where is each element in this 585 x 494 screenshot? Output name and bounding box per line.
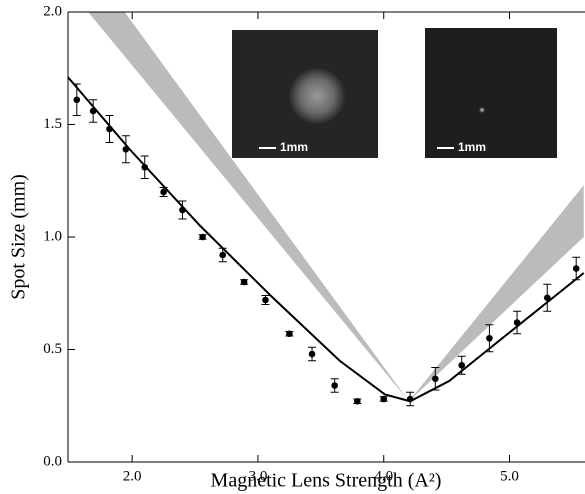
x-tick-label: 4.0 (374, 468, 393, 484)
data-point (380, 395, 388, 403)
data-point (286, 330, 293, 338)
inset-right: 1mm (425, 28, 557, 158)
data-point (219, 251, 227, 259)
scale-label: 1mm (458, 140, 486, 154)
data-point (160, 188, 167, 196)
data-point (572, 265, 580, 272)
y-tick-label: 1.0 (43, 228, 62, 244)
inset-left: 1mm (232, 30, 378, 158)
theory-band (88, 12, 584, 402)
data-point (240, 278, 248, 286)
plot-layer (68, 76, 585, 407)
data-point (199, 233, 206, 241)
beam-spot (479, 107, 485, 113)
x-tick-label: 5.0 (500, 468, 519, 484)
data-point (73, 96, 81, 104)
y-tick-label: 0.5 (43, 341, 62, 357)
x-tick-label: 3.0 (249, 468, 268, 484)
data-point (308, 350, 316, 358)
data-point (331, 382, 338, 389)
band-layer (88, 12, 584, 402)
y-axis-label: Spot Size (mm) (8, 174, 30, 300)
data-point (262, 296, 269, 304)
axes: 2.0 3.0 4.0 5.0 0.0 0.5 1.0 1.5 2.0 (43, 3, 585, 484)
beam-spot (289, 68, 345, 124)
inset-image (425, 28, 557, 158)
y-tick-label: 0.0 (43, 453, 62, 469)
x-tick-label: 2.0 (123, 468, 142, 484)
data-point (432, 375, 439, 383)
data-point (486, 334, 493, 342)
data-point (543, 294, 551, 302)
x-axis-label: Magnetic Lens Strength (A²) (211, 470, 442, 492)
fit-line (68, 76, 585, 403)
data-point (354, 397, 361, 405)
scale-label: 1mm (280, 140, 308, 154)
data-point (458, 361, 466, 369)
y-tick-label: 1.5 (43, 116, 62, 132)
y-tick-label: 2.0 (43, 3, 62, 19)
